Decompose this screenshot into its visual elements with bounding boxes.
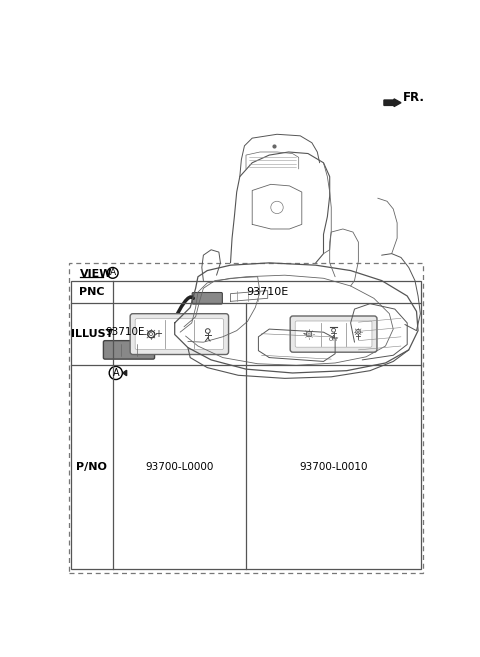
Bar: [71, 281, 421, 570]
Text: 93710E: 93710E: [105, 327, 144, 337]
FancyBboxPatch shape: [290, 316, 377, 352]
Text: VIEW: VIEW: [80, 269, 113, 279]
Text: A: A: [109, 268, 116, 277]
Text: -: -: [302, 330, 305, 338]
Text: 93700-L0010: 93700-L0010: [300, 463, 368, 472]
Text: 93710E: 93710E: [246, 286, 288, 297]
FancyBboxPatch shape: [295, 321, 372, 347]
Text: 93700-L0000: 93700-L0000: [145, 463, 214, 472]
FancyArrow shape: [123, 371, 127, 376]
Text: FR.: FR.: [403, 91, 424, 104]
FancyBboxPatch shape: [103, 340, 155, 359]
FancyBboxPatch shape: [135, 319, 224, 350]
Text: -: -: [143, 329, 146, 339]
Text: +: +: [154, 329, 162, 339]
Text: ILLUST: ILLUST: [71, 329, 113, 339]
Text: PNC: PNC: [79, 286, 105, 297]
Text: P/NO: P/NO: [76, 463, 107, 472]
Text: OFF: OFF: [328, 337, 339, 342]
FancyBboxPatch shape: [192, 292, 222, 304]
Text: A: A: [112, 368, 119, 378]
FancyBboxPatch shape: [130, 313, 228, 355]
FancyArrow shape: [384, 99, 401, 106]
